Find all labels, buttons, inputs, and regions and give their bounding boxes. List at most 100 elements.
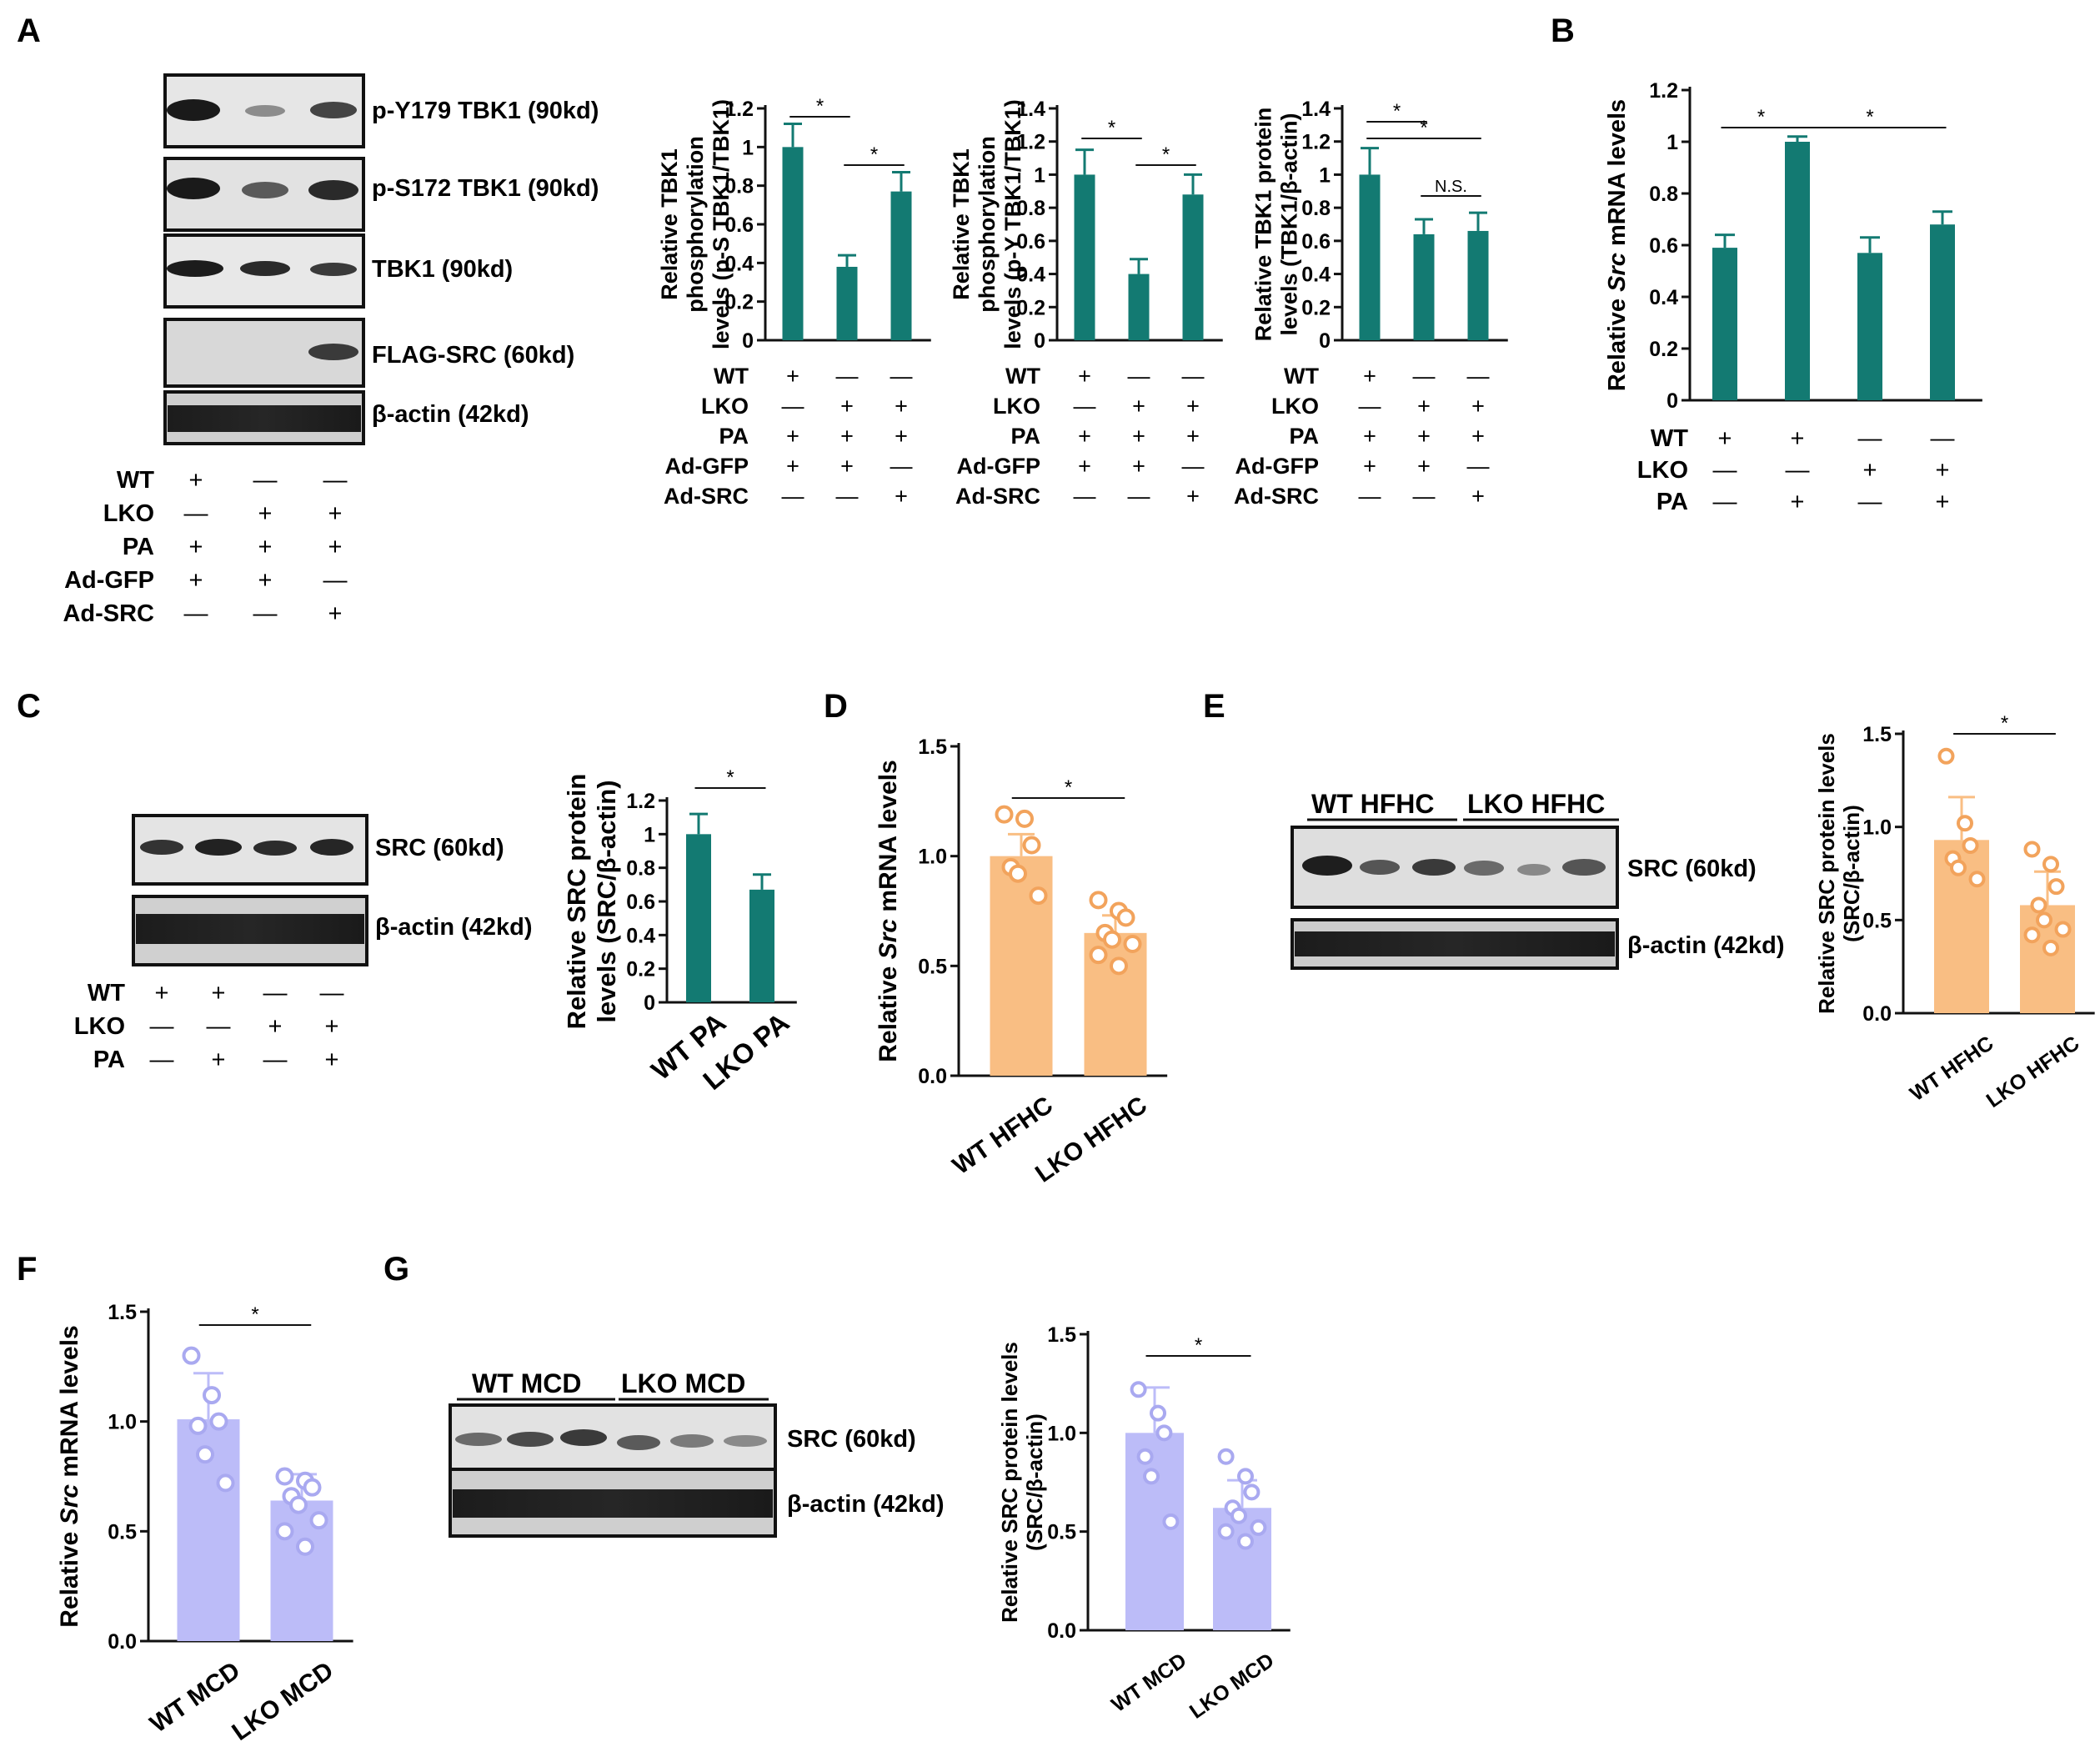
y-tick-label: 1.4 (1016, 98, 1045, 121)
data-point (303, 1478, 322, 1497)
data-point (1150, 1404, 1166, 1422)
panel-letter-d: D (824, 688, 848, 725)
condition-sign: — (207, 1013, 231, 1040)
significance-label: N.S. (1435, 178, 1467, 196)
data-point (2023, 841, 2041, 858)
condition-sign: — (782, 484, 804, 509)
condition-sign: + (1471, 394, 1485, 419)
condition-row-label: WT (1005, 364, 1040, 389)
data-point (216, 1473, 235, 1493)
condition-row-label: PA (1289, 424, 1319, 449)
condition-sign: + (258, 500, 273, 527)
condition-sign: + (212, 980, 226, 1007)
condition-sign: + (212, 1047, 226, 1073)
condition-sign: + (1078, 454, 1091, 479)
condition-sign: — (1413, 364, 1436, 389)
data-point (2042, 856, 2059, 873)
y-tick-label: 0 (1034, 329, 1045, 353)
data-point (275, 1522, 294, 1541)
y-axis-label: Relative SRC protein levels (997, 1342, 1022, 1623)
y-tick-label: 1.2 (724, 98, 754, 121)
condition-sign: — (184, 600, 208, 627)
condition-sign: — (150, 1013, 174, 1040)
bar (1930, 224, 1955, 400)
y-tick-label: 1 (1666, 131, 1678, 154)
condition-sign: — (1074, 394, 1096, 419)
data-point (1155, 1424, 1173, 1442)
category-label: WT MCD (1107, 1649, 1190, 1717)
condition-row-label: Ad-SRC (664, 484, 749, 509)
y-tick-label: 1 (1034, 163, 1045, 187)
condition-sign: + (1471, 484, 1485, 509)
y-axis-label: Relative Src mRNA levels (875, 760, 902, 1062)
condition-sign: + (895, 394, 908, 419)
panel-letter-c: C (17, 688, 41, 725)
blot-c: SRC (60kd) β-actin (42kd) (132, 814, 533, 966)
condition-sign: + (1791, 489, 1805, 515)
bar (1467, 230, 1489, 340)
bar (1074, 174, 1095, 340)
y-tick-label: 0.8 (1016, 197, 1045, 220)
blot-g: WT MCD LKO MCD SRC (60kd) β-actin (42kd) (449, 1368, 945, 1538)
condition-sign: — (1786, 457, 1810, 484)
data-point (1123, 935, 1142, 953)
condition-sign: + (1186, 424, 1200, 449)
blot-a-strip-1: p-Y179 TBK1 (90kd) (163, 73, 599, 148)
condition-sign: — (323, 567, 348, 594)
y-tick-label: 0.8 (724, 175, 754, 198)
panel-letter-b: B (1551, 13, 1575, 49)
y-axis-label: Relative Src mRNA levels (1604, 99, 1631, 391)
significance-label: * (1866, 106, 1873, 128)
condition-sign: + (1936, 489, 1950, 515)
chart-b: 0 0.2 0.4 0.6 0.8 1 1.2 Relative Src mRNA level… (1604, 79, 1982, 515)
y-tick-label: 0.0 (108, 1630, 137, 1654)
data-point (1116, 908, 1135, 927)
y-tick-label: 1 (644, 823, 655, 846)
significance-label: * (816, 95, 824, 118)
condition-sign: — (1931, 425, 1955, 452)
chart-g: 0.0 0.5 1.0 1.5 Relative SRC protein levels(… (997, 1323, 1291, 1724)
blot-e-group-1: WT HFHC (1311, 789, 1435, 819)
condition-sign: — (836, 484, 859, 509)
blot-c-label-2: β-actin (42kd) (375, 914, 533, 941)
condition-row-label: LKO (1271, 394, 1319, 419)
bar (749, 889, 774, 1002)
bar (782, 147, 804, 340)
blot-e-group-2: LKO HFHC (1467, 789, 1605, 819)
condition-sign: + (189, 567, 203, 594)
y-tick-label: 1.2 (1649, 79, 1678, 103)
data-point (203, 1386, 221, 1405)
panel-letter-e: E (1203, 688, 1225, 725)
data-point (296, 1537, 314, 1556)
condition-sign: + (1863, 457, 1877, 484)
condition-row-label: WT (88, 980, 125, 1007)
condition-sign: + (1132, 454, 1145, 479)
bar (1125, 1433, 1184, 1630)
condition-sign: — (1713, 489, 1737, 515)
y-axis-label: phosphorylation (975, 136, 1000, 313)
data-point (1950, 859, 1967, 876)
condition-row-label: Ad-GFP (957, 454, 1041, 479)
condition-row-label: PA (1656, 489, 1688, 515)
blot-e-label-1: SRC (60kd) (1627, 856, 1757, 882)
y-tick-label: 0.4 (1301, 264, 1331, 287)
blot-a-strip-4: FLAG-SRC (60kd) (163, 318, 574, 388)
significance-label: * (1065, 776, 1072, 799)
y-tick-label: 0.4 (626, 924, 655, 947)
condition-sign: + (1417, 454, 1431, 479)
y-tick-label: 0.6 (1649, 234, 1678, 258)
y-tick-label: 1.0 (108, 1411, 137, 1434)
category-label: LKO MCD (1185, 1649, 1279, 1724)
data-point (1250, 1519, 1267, 1536)
condition-sign: — (263, 1047, 288, 1073)
condition-sign: + (189, 534, 203, 560)
condition-row-label: WT (117, 467, 154, 494)
y-tick-label: 1.2 (626, 790, 655, 813)
y-tick-label: 0.8 (626, 857, 655, 881)
data-point (188, 1416, 208, 1435)
y-tick-label: 1.5 (1047, 1323, 1076, 1347)
bar (686, 834, 711, 1002)
condition-sign: — (150, 1047, 174, 1073)
y-tick-label: 0.2 (626, 958, 655, 981)
